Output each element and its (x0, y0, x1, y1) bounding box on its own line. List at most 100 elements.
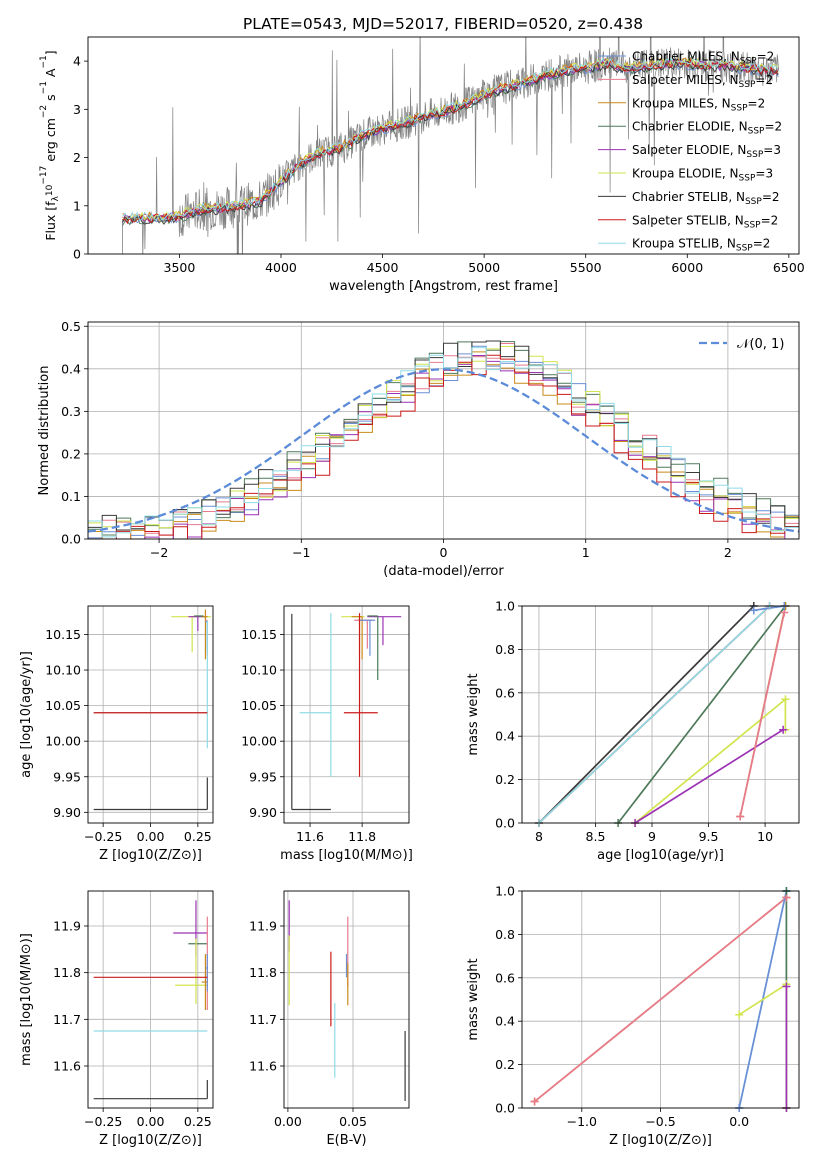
x-tick-label: −0.25 (84, 1114, 122, 1129)
plot-area (534, 891, 788, 1108)
legend-subscript: SSP (745, 197, 762, 207)
y-label-part: −17 (39, 166, 49, 185)
hist-step-kroupa-stelib (88, 347, 799, 539)
y-tick-label: 0.2 (61, 446, 81, 461)
y-axis-label: Normed distribution (37, 366, 52, 496)
y-tick-label: 11.6 (53, 1059, 81, 1074)
x-tick-label: 5500 (570, 260, 602, 275)
y-tick-label: 1.0 (495, 884, 515, 899)
y-tick-label: 10.10 (45, 663, 81, 678)
plots-layer: 3500 4000 4500 5000 5500 6000 6500 0 1 2 3 4 Chabrie… (19, 36, 805, 1148)
y-tick-label: 0.5 (61, 319, 81, 334)
legend-subscript: SSP (740, 57, 757, 67)
y-tick-label: 11.8 (53, 965, 81, 980)
x-tick-label: 0.25 (184, 829, 212, 844)
y-tick-label: 0.0 (61, 532, 81, 547)
x-tick-label: 0.05 (339, 1114, 367, 1129)
model-line-salpeter-stelib (122, 59, 779, 225)
x-axis-label: wavelength [Angstrom, rest frame] (329, 279, 558, 294)
x-tick-label: 8 (535, 829, 543, 844)
weight-line-salpeter-elodie (634, 728, 784, 823)
weight-marker (530, 1097, 539, 1106)
axes-frame (87, 890, 214, 1109)
chart-spectrum: 3500 4000 4500 5000 5500 6000 6500 0 1 2 3 4 Chabrie… (39, 36, 805, 294)
legend-subscript: SSP (746, 150, 763, 160)
axes-frame (283, 605, 410, 824)
y-tick-label: 2 (73, 150, 81, 165)
plot-area (88, 340, 799, 539)
y-tick-label: 0.3 (61, 404, 81, 419)
legend-suffix: =2 (761, 213, 779, 227)
normal-curve (88, 368, 799, 533)
x-tick-label: 10 (757, 829, 773, 844)
x-tick-label: 11.8 (348, 829, 376, 844)
x-tick-label: 0.00 (137, 1114, 165, 1129)
legend-label: Chabrier STELIB, NSSP=2 (632, 190, 780, 207)
y-tick-label: 11.8 (249, 965, 277, 980)
x-tick-label: −0.5 (645, 1114, 675, 1129)
x-axis-label: mass [log10(M/M⊙)] (280, 848, 413, 863)
y-label-part: λ (51, 195, 61, 201)
x-tick-label: 6500 (773, 260, 805, 275)
axes-frame (87, 605, 214, 824)
axes-frame (87, 36, 800, 255)
x-tick-label: −1.0 (567, 1114, 597, 1129)
x-tick-label: −2 (150, 545, 168, 560)
y-tick-label: 10.15 (45, 627, 81, 642)
model-line-kroupa-stelib (122, 57, 779, 221)
axes-frame (521, 605, 800, 824)
y-label-part: ] (43, 50, 58, 55)
plot-area (291, 613, 402, 811)
weight-marker (782, 982, 791, 991)
y-axis-label: mass weight (466, 673, 481, 755)
y-tick-label: 10.15 (241, 627, 277, 642)
y-tick-label: 10.05 (45, 698, 81, 713)
legend-label: Chabrier ELODIE, NSSP=2 (632, 120, 782, 137)
legend-suffix: =2 (755, 73, 773, 87)
plot-area (288, 900, 406, 1101)
y-tick-label: 0.4 (495, 1014, 515, 1029)
y-tick-label: 11.7 (249, 1012, 277, 1027)
plot-area (538, 606, 787, 823)
y-tick-label: 11.9 (249, 919, 277, 934)
x-tick-label: 9.5 (699, 829, 719, 844)
legend-suffix: =2 (748, 96, 766, 110)
y-tick-label: 3 (73, 102, 81, 117)
chart-residuals: −2 −1 0 1 2 0.0 0.1 0.2 0.3 0.4 0.5 𝒩(0, 1) (data-mo… (37, 319, 800, 579)
legend-suffix: =2 (764, 120, 782, 134)
axes-frame (521, 890, 800, 1109)
weight-line-salpeter-miles (534, 896, 787, 1103)
legend-label: 𝒩(0, 1) (737, 337, 784, 352)
legend-label: Salpeter STELIB, NSSP=2 (632, 213, 778, 230)
x-tick-label: 3500 (164, 260, 196, 275)
x-tick-label: −1 (292, 545, 310, 560)
legend-label: Kroupa MILES, NSSP=2 (632, 96, 765, 113)
weight-marker (736, 812, 745, 821)
legend-subscript: SSP (739, 80, 756, 90)
y-tick-label: 0.8 (495, 642, 515, 657)
y-label-part: −2 (39, 105, 49, 118)
y-tick-label: 10.00 (45, 734, 81, 749)
legend-suffix: =2 (753, 237, 771, 251)
y-label-part: −1 (39, 55, 49, 68)
y-label-part: 10 (45, 184, 55, 196)
y-tick-label: 0.2 (495, 1057, 515, 1072)
legend-suffix: =3 (763, 143, 781, 157)
y-label-part: Flux [f (43, 201, 58, 241)
chart-mass-vs-EBV: 0.00 0.05 11.6 11.7 11.8 11.9 E(B-V) (249, 890, 410, 1148)
y-tick-label: 1 (73, 198, 81, 213)
legend-label: Chabrier MILES, NSSP=2 (632, 50, 774, 67)
x-tick-label: 9 (648, 829, 656, 844)
model-line-kroupa-elodie (122, 57, 779, 222)
y-tick-label: 0.6 (495, 685, 515, 700)
y-tick-label: 9.95 (53, 769, 81, 784)
legend-subscript: SSP (748, 127, 765, 137)
x-axis-label: Z [log10(Z/Z⊙)] (609, 1133, 712, 1148)
y-label-part: −1 (39, 81, 49, 94)
x-tick-label: 0 (440, 545, 448, 560)
y-tick-label: 0.8 (495, 927, 515, 942)
plot-area (122, 37, 780, 254)
plot-area (93, 900, 208, 1100)
y-tick-label: 0.4 (495, 729, 515, 744)
x-tick-label: 0.00 (274, 1114, 302, 1129)
